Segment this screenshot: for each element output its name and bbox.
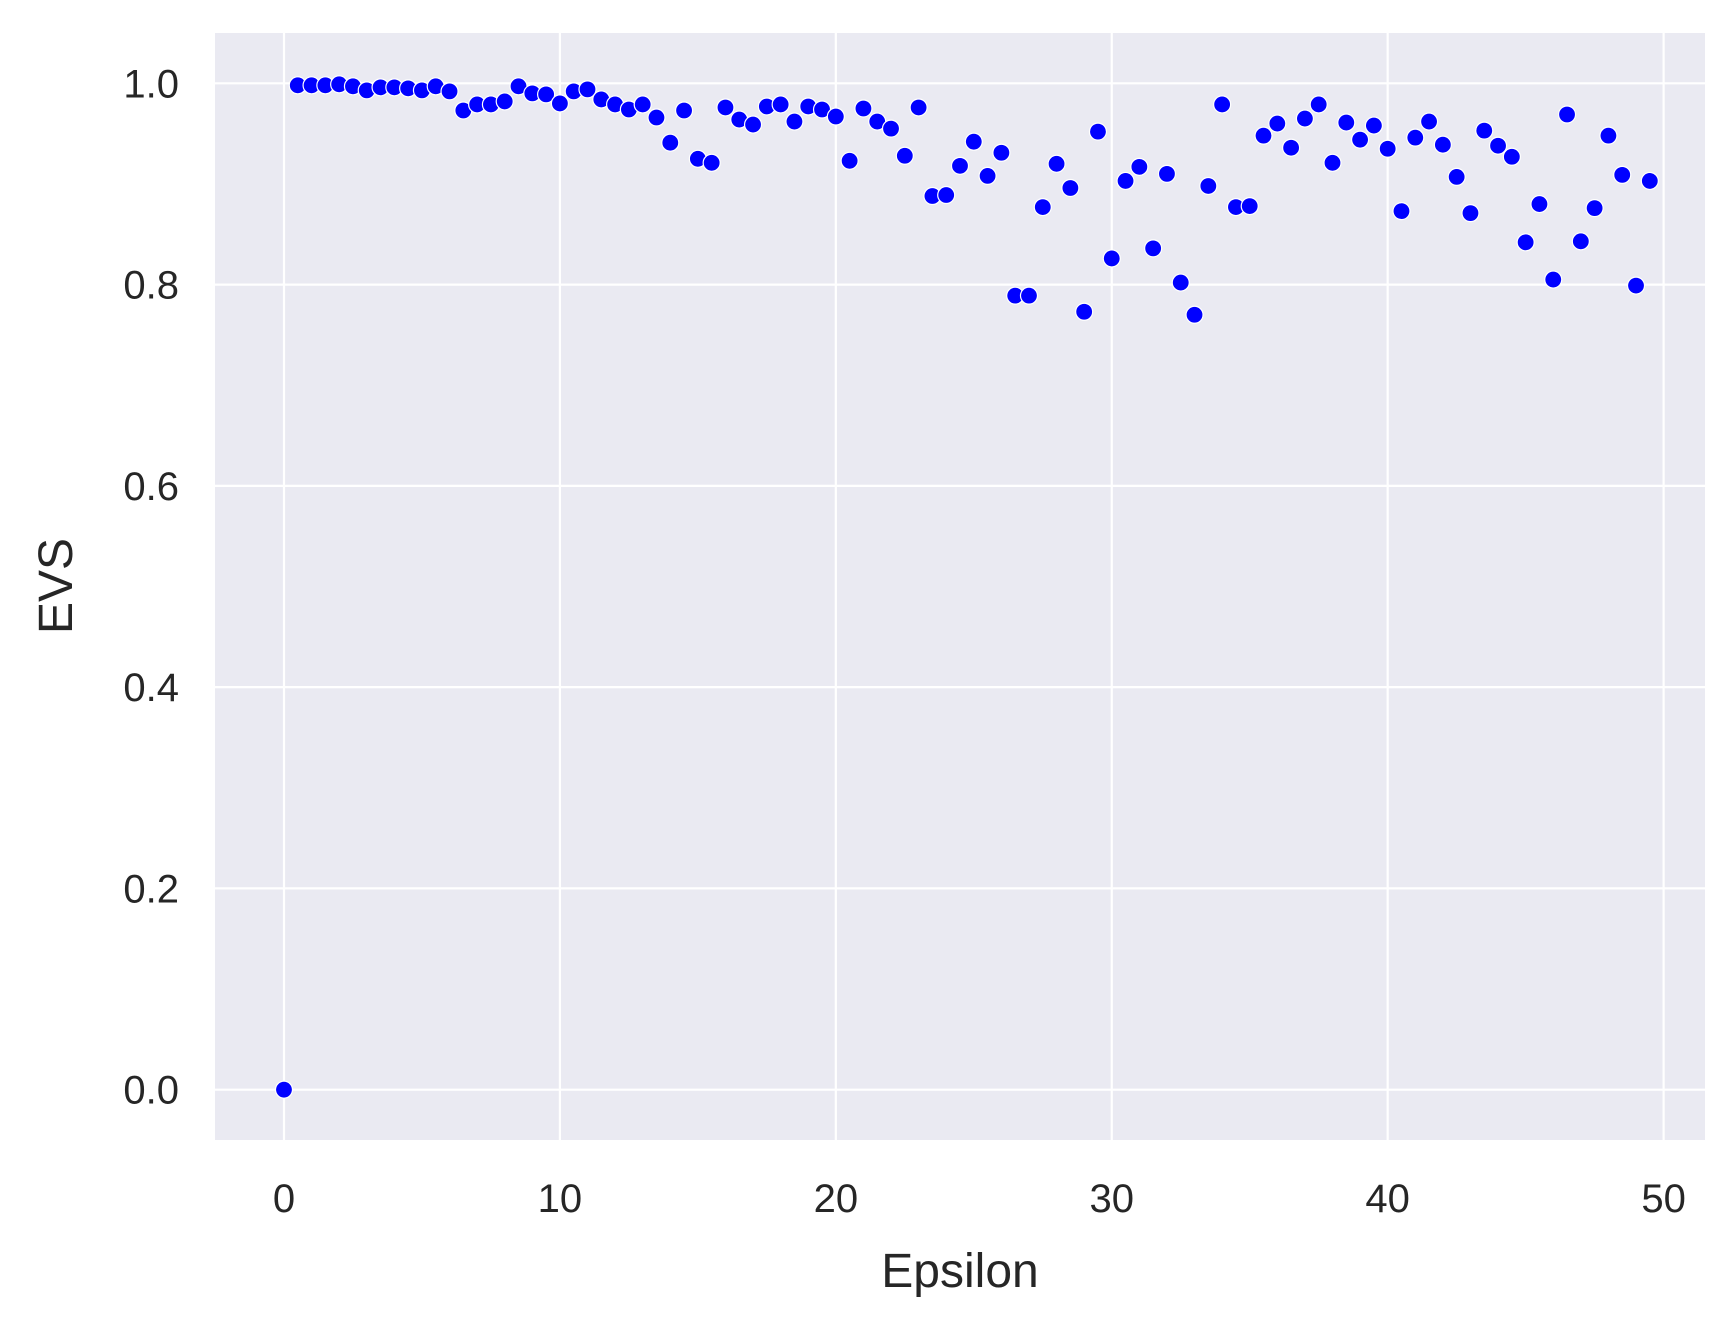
data-point bbox=[992, 143, 1011, 162]
data-point bbox=[881, 119, 901, 138]
data-point bbox=[1433, 135, 1452, 154]
data-point bbox=[785, 112, 804, 131]
data-point bbox=[895, 146, 914, 165]
data-point bbox=[550, 94, 570, 113]
data-point bbox=[1516, 233, 1535, 252]
data-point bbox=[274, 1080, 294, 1099]
data-point bbox=[1075, 302, 1094, 321]
y-tick-labels: 0.0 0.2 0.4 0.6 0.8 1.0 bbox=[123, 62, 179, 1112]
data-point bbox=[1447, 167, 1466, 187]
data-point bbox=[1544, 270, 1563, 289]
x-tick-label: 20 bbox=[814, 1177, 859, 1221]
data-point bbox=[1475, 121, 1494, 140]
x-tick-label: 50 bbox=[1641, 1177, 1686, 1221]
data-point bbox=[1088, 122, 1108, 141]
data-point bbox=[633, 95, 652, 114]
data-point bbox=[1130, 157, 1149, 176]
data-point bbox=[964, 132, 983, 151]
data-point bbox=[1144, 239, 1163, 258]
data-point bbox=[1295, 109, 1315, 128]
x-tick-label: 0 bbox=[273, 1177, 295, 1221]
data-point bbox=[578, 80, 597, 99]
data-point bbox=[1240, 196, 1259, 216]
data-point bbox=[1640, 171, 1659, 191]
data-point bbox=[1350, 130, 1370, 149]
data-point bbox=[1557, 105, 1577, 124]
data-point bbox=[537, 85, 556, 104]
data-point bbox=[1585, 199, 1604, 218]
x-axis-label: Epsilon bbox=[881, 1245, 1038, 1298]
data-point bbox=[950, 156, 970, 175]
plot-area bbox=[215, 33, 1705, 1140]
y-tick-label: 0.2 bbox=[123, 867, 179, 911]
data-point bbox=[495, 92, 514, 111]
data-point bbox=[1419, 112, 1439, 131]
y-tick-label: 0.8 bbox=[123, 264, 179, 308]
data-point bbox=[1323, 153, 1342, 172]
data-point bbox=[1406, 128, 1425, 147]
data-point bbox=[1613, 165, 1632, 184]
gridlines bbox=[215, 33, 1705, 1140]
data-point bbox=[978, 166, 997, 186]
data-point bbox=[1309, 95, 1328, 114]
data-point bbox=[1157, 164, 1177, 183]
data-point bbox=[1019, 286, 1039, 305]
data-point bbox=[1185, 305, 1204, 324]
data-point bbox=[1461, 204, 1480, 223]
data-point bbox=[937, 185, 956, 205]
y-tick-label: 0.6 bbox=[123, 465, 179, 509]
data-point bbox=[1282, 138, 1301, 157]
data-point bbox=[1171, 273, 1190, 292]
data-point bbox=[1488, 136, 1508, 155]
x-tick-label: 30 bbox=[1090, 1177, 1135, 1221]
y-tick-label: 1.0 bbox=[123, 62, 179, 106]
data-point bbox=[1199, 176, 1218, 196]
data-point bbox=[674, 101, 694, 120]
data-point bbox=[854, 99, 873, 118]
data-point bbox=[1033, 198, 1052, 217]
data-point bbox=[1626, 276, 1646, 295]
data-point bbox=[661, 133, 680, 152]
data-point bbox=[1530, 194, 1549, 214]
y-tick-label: 0.0 bbox=[123, 1069, 179, 1113]
data-point bbox=[1337, 113, 1356, 132]
data-point bbox=[1599, 126, 1618, 145]
x-tick-label: 10 bbox=[538, 1177, 583, 1221]
data-points bbox=[274, 75, 1659, 1099]
y-axis-label: EVS bbox=[30, 538, 83, 634]
data-point bbox=[1213, 95, 1232, 114]
data-point bbox=[1116, 171, 1135, 191]
data-point bbox=[1502, 147, 1521, 166]
data-point bbox=[440, 82, 459, 101]
data-point bbox=[1378, 139, 1397, 158]
data-point bbox=[1047, 154, 1066, 173]
data-point bbox=[702, 153, 721, 172]
data-point bbox=[909, 98, 928, 117]
data-point bbox=[647, 108, 666, 127]
data-point bbox=[743, 115, 763, 134]
data-point bbox=[826, 107, 845, 126]
x-tick-label: 40 bbox=[1365, 1177, 1410, 1221]
data-point bbox=[1102, 249, 1121, 268]
data-point bbox=[1254, 126, 1273, 145]
data-point bbox=[1392, 202, 1411, 221]
data-point bbox=[1061, 178, 1080, 198]
x-tick-labels: 0 10 20 30 40 50 bbox=[273, 1177, 1686, 1221]
data-point bbox=[771, 95, 790, 114]
data-point bbox=[1571, 232, 1590, 251]
data-point bbox=[840, 151, 859, 170]
y-tick-label: 0.4 bbox=[123, 666, 179, 710]
data-point bbox=[1268, 114, 1287, 133]
data-point bbox=[1364, 116, 1383, 135]
data-point bbox=[716, 98, 735, 117]
